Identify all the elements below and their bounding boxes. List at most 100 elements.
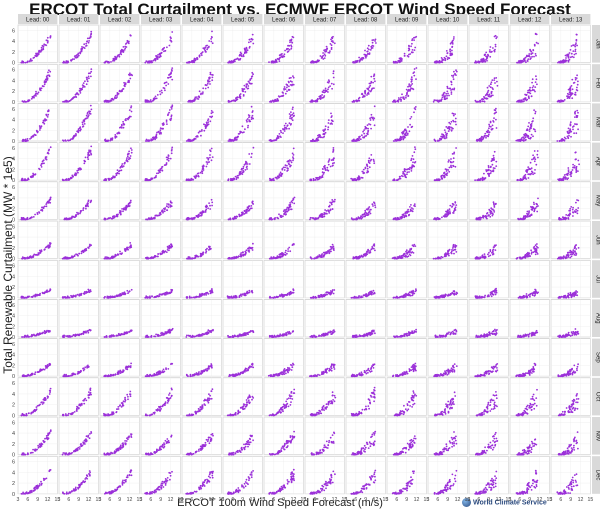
data-point (476, 100, 478, 103)
data-point (364, 90, 367, 93)
data-point (475, 218, 478, 221)
data-point (396, 99, 399, 102)
data-point (22, 100, 25, 103)
data-point (441, 133, 443, 136)
data-point (444, 98, 447, 101)
data-point (122, 165, 125, 168)
data-point (530, 57, 532, 59)
data-point (489, 86, 492, 89)
data-point (400, 100, 402, 102)
data-point (569, 129, 572, 132)
data-point (369, 212, 372, 215)
data-point (526, 54, 528, 57)
data-point (353, 100, 356, 103)
data-point (490, 207, 493, 210)
data-point (191, 139, 194, 142)
y-tick-label: 4 (12, 196, 15, 202)
data-point (365, 214, 367, 217)
data-point (198, 54, 201, 57)
data-point (527, 173, 530, 176)
data-point (536, 150, 539, 152)
data-point (241, 173, 244, 176)
data-point (525, 178, 528, 180)
data-point (450, 166, 453, 169)
data-point (524, 59, 526, 62)
data-point (576, 74, 578, 77)
data-point (577, 207, 580, 209)
data-point (488, 93, 491, 96)
data-point (192, 217, 195, 220)
data-point (83, 120, 86, 122)
data-point (209, 150, 212, 153)
data-point (517, 140, 519, 142)
data-point (332, 147, 335, 149)
data-point (90, 75, 92, 78)
data-point (403, 52, 406, 55)
data-point (292, 106, 294, 109)
data-point (355, 100, 358, 102)
data-point (448, 159, 450, 162)
data-point (532, 157, 535, 160)
data-point (492, 120, 494, 122)
data-point (87, 158, 90, 161)
data-point (40, 49, 43, 52)
data-point (413, 74, 416, 77)
data-point (245, 208, 248, 211)
data-point (451, 43, 454, 45)
data-point (478, 139, 481, 142)
data-point (319, 55, 322, 57)
data-point (455, 204, 458, 207)
data-point (362, 130, 364, 133)
data-point (245, 119, 248, 122)
data-point (164, 89, 166, 92)
data-point (122, 120, 124, 123)
data-point (34, 173, 37, 176)
data-point (441, 61, 444, 64)
data-point (126, 155, 129, 158)
data-point (207, 207, 210, 210)
data-point (156, 172, 158, 175)
data-point (532, 49, 535, 52)
data-point (227, 100, 230, 103)
data-point (455, 70, 458, 73)
data-point (534, 86, 537, 88)
data-point (248, 38, 251, 41)
data-point (535, 54, 537, 57)
data-point (328, 158, 331, 161)
data-point (238, 133, 241, 135)
data-point (443, 95, 446, 98)
data-point (288, 48, 291, 51)
data-point (85, 44, 88, 47)
data-point (368, 123, 370, 125)
data-point (122, 46, 125, 48)
data-point (286, 170, 288, 172)
data-point (368, 210, 371, 213)
data-point (527, 125, 530, 128)
data-point (129, 74, 132, 76)
data-point (495, 118, 497, 121)
data-point (403, 130, 405, 132)
data-point (310, 100, 313, 103)
data-point (483, 172, 485, 175)
data-point (533, 207, 536, 210)
data-point (556, 100, 559, 103)
data-point (197, 98, 200, 100)
data-point (411, 42, 413, 45)
data-point (125, 46, 128, 48)
data-point (90, 30, 93, 33)
data-point (288, 85, 290, 88)
data-point (408, 171, 410, 173)
data-point (103, 100, 106, 103)
column-facet-label: Lead: 03 (149, 18, 173, 24)
row-strip (592, 64, 600, 102)
data-point (275, 60, 278, 62)
data-point (397, 97, 400, 99)
data-point (121, 163, 124, 165)
data-point (489, 46, 492, 48)
data-point (398, 59, 400, 62)
data-point (486, 57, 488, 59)
data-point (362, 136, 364, 139)
data-point (290, 38, 293, 41)
data-point (569, 209, 571, 212)
data-point (230, 100, 233, 103)
